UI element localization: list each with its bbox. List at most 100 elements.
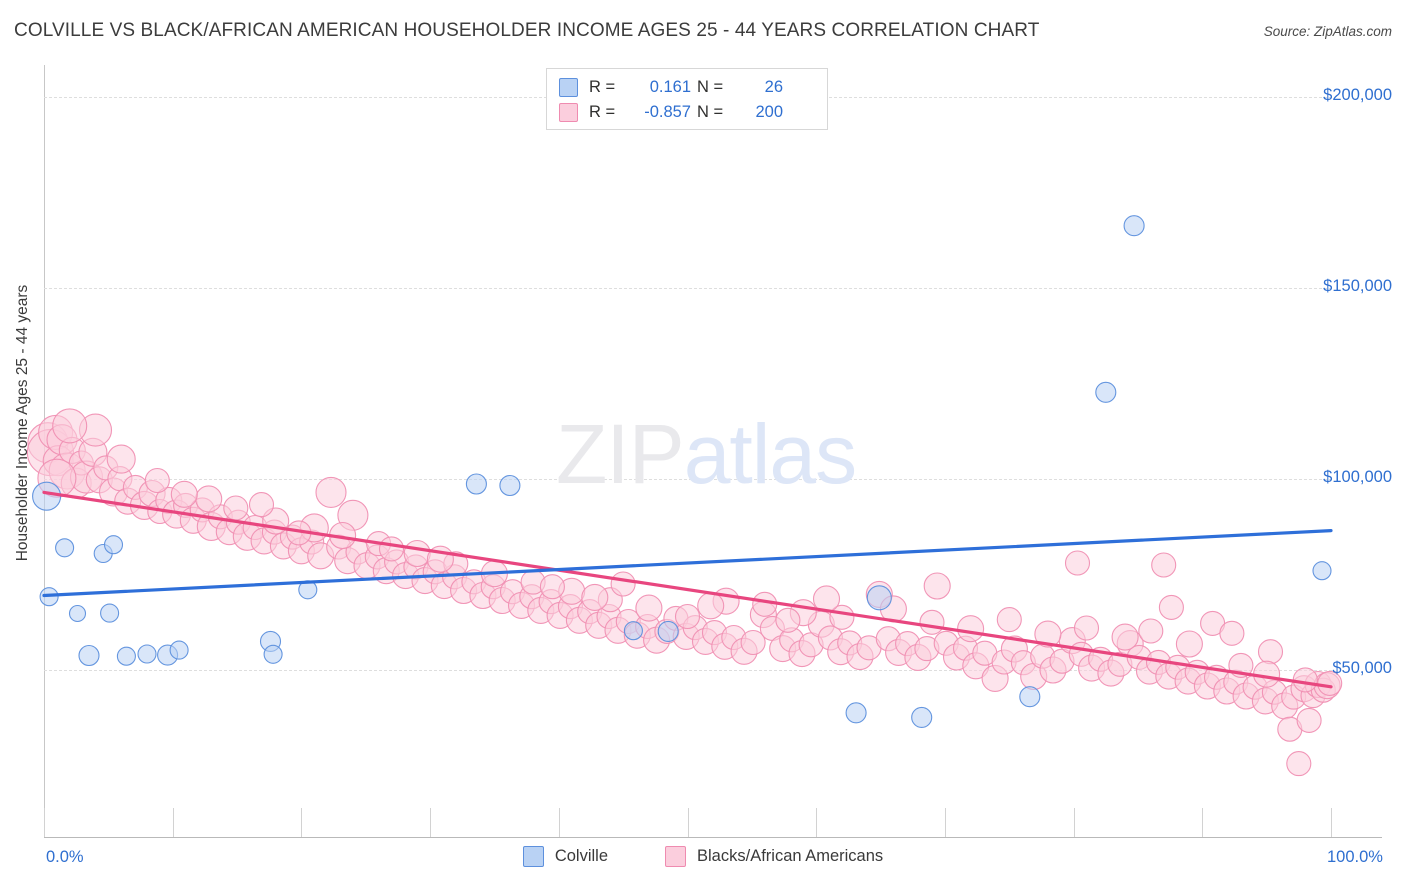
data-point (263, 644, 283, 664)
data-point (223, 495, 249, 521)
data-point (1019, 686, 1041, 708)
data-point (996, 607, 1022, 633)
trendline-colville (42, 529, 1333, 598)
data-point (78, 644, 100, 667)
data-point (52, 408, 88, 444)
x-axis-line (44, 837, 1382, 838)
data-point (845, 702, 867, 724)
legend-swatch-black-african-american (665, 846, 687, 867)
data-point (1034, 620, 1062, 648)
y-axis-title: Householder Income Ages 25 - 44 years (14, 284, 31, 562)
correlation-stats-box: R = 0.161 N = 26 R = -0.857 N = 200 (546, 68, 828, 130)
data-point (137, 644, 157, 664)
legend-item-colville[interactable]: Colville (522, 846, 609, 867)
stats-row-colville: R = 0.161 N = 26 (559, 75, 817, 100)
data-point (1123, 215, 1145, 237)
data-point (100, 603, 120, 623)
series-black-african-american (26, 408, 1343, 777)
legend-swatch-colville (522, 846, 544, 867)
n-label: N = (697, 103, 724, 121)
colville-swatch-icon (559, 78, 578, 97)
data-point (106, 444, 136, 474)
r-label: R = (589, 103, 616, 121)
gridline (44, 670, 1332, 671)
x-axis-tick (1331, 808, 1332, 837)
source-attribution: Source: ZipAtlas.com (1263, 24, 1392, 39)
x-axis-tick (816, 808, 818, 837)
data-point (1257, 639, 1284, 665)
scatter-plot (26, 215, 1343, 777)
data-point (919, 609, 945, 635)
data-point (610, 571, 636, 597)
data-point (674, 603, 701, 630)
data-point (1292, 667, 1318, 693)
trendline-black-african-american (42, 490, 1333, 689)
data-point (1073, 615, 1100, 641)
data-point (1138, 618, 1164, 644)
x-axis-tick (558, 808, 560, 837)
data-point (657, 620, 679, 642)
r-label: R = (589, 78, 616, 96)
data-point (1312, 561, 1332, 581)
legend-label-colville: Colville (554, 847, 609, 865)
x-axis-min-label: 0.0% (46, 848, 84, 866)
data-point (697, 592, 725, 620)
data-point (1296, 707, 1322, 733)
gridline (44, 288, 1332, 289)
black-african-american-swatch-icon (559, 103, 578, 122)
data-point (144, 467, 170, 494)
data-point (775, 607, 801, 633)
data-point (195, 485, 223, 513)
y-axis-tick-label: $100,000 (1323, 468, 1392, 486)
x-axis-tick (944, 808, 946, 837)
series-legend: Colville Blacks/African Americans (0, 846, 1406, 867)
plot-area (26, 65, 1343, 837)
data-point (315, 476, 347, 508)
data-point (403, 539, 431, 568)
data-point (1064, 550, 1091, 576)
data-point (169, 640, 189, 660)
x-axis-tick (172, 808, 174, 837)
data-point (248, 492, 275, 518)
x-axis-tick (1202, 808, 1204, 837)
data-point (68, 604, 87, 623)
data-point (1151, 552, 1177, 578)
data-point (1095, 381, 1117, 403)
data-point (378, 536, 405, 562)
r-value-black-african-american: -0.857 (644, 103, 691, 121)
data-point (1111, 623, 1139, 651)
data-point (1286, 751, 1312, 777)
data-point (581, 583, 609, 611)
data-point (116, 646, 136, 666)
y-axis-tick-label: $150,000 (1323, 277, 1392, 295)
data-point (911, 706, 933, 728)
data-point (465, 473, 487, 495)
x-axis-tick (687, 808, 689, 837)
data-point (1175, 630, 1203, 658)
data-point (499, 474, 521, 497)
data-point (1158, 594, 1184, 620)
data-point (1219, 620, 1245, 646)
stats-row-black-african-american: R = -0.857 N = 200 (559, 100, 817, 125)
n-value-black-african-american: 200 (755, 103, 783, 121)
data-point (752, 591, 778, 617)
data-point (740, 629, 766, 656)
y-axis-tick-label: $200,000 (1323, 86, 1392, 104)
data-point (923, 572, 951, 600)
y-axis-tick-label: $50,000 (1332, 659, 1392, 677)
legend-item-black-african-american[interactable]: Blacks/African Americans (665, 846, 883, 867)
x-axis-tick (44, 808, 45, 837)
data-point (170, 480, 198, 508)
x-axis-tick (430, 808, 432, 837)
data-point (623, 621, 643, 641)
x-axis-max-label: 100.0% (1327, 848, 1383, 866)
gridline (44, 479, 1332, 480)
r-value-colville: 0.161 (649, 78, 691, 96)
page-title: COLVILLE VS BLACK/AFRICAN AMERICAN HOUSE… (14, 20, 1040, 41)
data-point (635, 594, 663, 622)
n-value-colville: 26 (764, 78, 783, 96)
data-point (866, 585, 892, 611)
n-label: N = (697, 78, 724, 96)
data-point (957, 615, 985, 643)
